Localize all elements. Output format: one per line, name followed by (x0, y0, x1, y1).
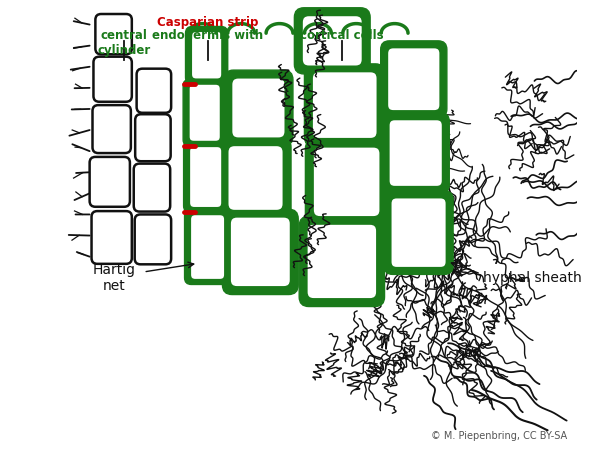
FancyBboxPatch shape (230, 77, 286, 139)
FancyBboxPatch shape (190, 30, 223, 80)
FancyBboxPatch shape (188, 145, 223, 209)
FancyBboxPatch shape (190, 213, 226, 281)
FancyBboxPatch shape (312, 146, 381, 218)
Text: central
cylinder: central cylinder (98, 29, 151, 57)
FancyBboxPatch shape (386, 47, 441, 112)
FancyBboxPatch shape (137, 69, 171, 113)
FancyBboxPatch shape (382, 113, 449, 194)
FancyBboxPatch shape (388, 118, 443, 188)
FancyBboxPatch shape (301, 14, 364, 67)
FancyBboxPatch shape (299, 216, 385, 306)
FancyBboxPatch shape (89, 157, 130, 207)
FancyBboxPatch shape (305, 139, 388, 225)
Text: Casparian strip: Casparian strip (157, 16, 258, 29)
FancyBboxPatch shape (95, 14, 132, 54)
FancyBboxPatch shape (223, 209, 298, 295)
FancyBboxPatch shape (134, 164, 170, 211)
FancyBboxPatch shape (304, 64, 385, 146)
Text: hyphal sheath: hyphal sheath (483, 271, 581, 285)
FancyBboxPatch shape (220, 138, 291, 218)
Text: Hartig
net: Hartig net (93, 263, 136, 293)
FancyBboxPatch shape (94, 57, 132, 102)
Text: cortical cells: cortical cells (300, 29, 383, 42)
FancyBboxPatch shape (227, 144, 284, 212)
FancyBboxPatch shape (92, 211, 132, 264)
FancyBboxPatch shape (380, 41, 447, 117)
FancyBboxPatch shape (384, 191, 453, 274)
FancyBboxPatch shape (229, 216, 292, 288)
FancyBboxPatch shape (92, 105, 131, 153)
FancyBboxPatch shape (188, 83, 221, 143)
FancyBboxPatch shape (183, 79, 226, 146)
FancyBboxPatch shape (306, 223, 378, 300)
FancyBboxPatch shape (311, 71, 378, 140)
FancyBboxPatch shape (390, 197, 448, 269)
FancyBboxPatch shape (295, 8, 370, 74)
FancyBboxPatch shape (134, 215, 171, 264)
FancyBboxPatch shape (224, 70, 293, 146)
FancyBboxPatch shape (135, 114, 170, 161)
Text: endodermis with: endodermis with (152, 29, 263, 42)
FancyBboxPatch shape (185, 27, 228, 84)
Text: © M. Piepenbring, CC BY-SA: © M. Piepenbring, CC BY-SA (431, 431, 567, 441)
FancyBboxPatch shape (184, 142, 228, 212)
FancyBboxPatch shape (185, 210, 230, 284)
